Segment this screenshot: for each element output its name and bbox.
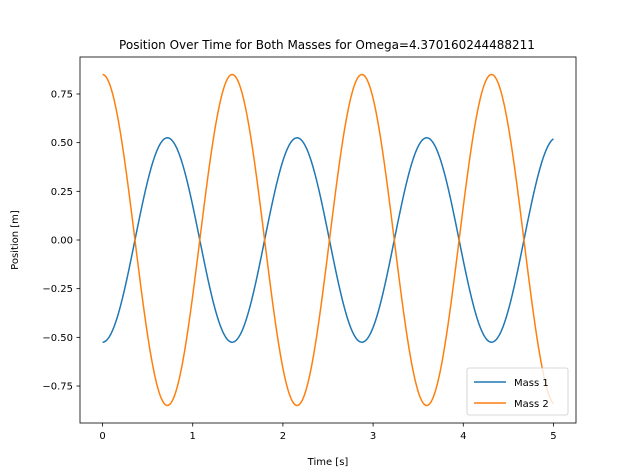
series-layer bbox=[102, 73, 555, 407]
y-tick-label: 0.00 bbox=[51, 236, 73, 247]
y-tick-label: −0.50 bbox=[42, 333, 73, 344]
series-line-mass-2 bbox=[102, 73, 555, 407]
plot-area: 0 1 2 3 4 5 −0.75 −0.50 −0.25 0.00 0.25 0.50 0.75 bbox=[42, 56, 577, 442]
y-tick-label: −0.25 bbox=[42, 284, 73, 295]
legend-label-mass-2: Mass 2 bbox=[514, 399, 549, 410]
chart-title: Position Over Time for Both Masses for O… bbox=[119, 38, 535, 52]
x-tick-label: 3 bbox=[370, 431, 376, 442]
y-tick-label: 0.25 bbox=[51, 187, 73, 198]
y-tick-label: 0.75 bbox=[51, 89, 73, 100]
x-tick-label: 5 bbox=[550, 431, 556, 442]
x-axis-label: Time [s] bbox=[307, 457, 349, 468]
series-line-mass-1 bbox=[102, 137, 554, 343]
x-tick-label: 1 bbox=[190, 431, 196, 442]
x-tick-label: 4 bbox=[460, 431, 466, 442]
legend: Mass 1 Mass 2 bbox=[466, 367, 569, 416]
x-axis-ticks: 0 1 2 3 4 5 bbox=[99, 423, 557, 442]
legend-label-mass-1: Mass 1 bbox=[514, 378, 549, 389]
y-axis-label: Position [m] bbox=[10, 210, 21, 270]
y-tick-label: 0.50 bbox=[51, 138, 73, 149]
y-tick-label: −0.75 bbox=[42, 382, 73, 393]
x-tick-label: 2 bbox=[280, 431, 286, 442]
y-axis-ticks: −0.75 −0.50 −0.25 0.00 0.25 0.50 0.75 bbox=[42, 89, 80, 393]
x-tick-label: 0 bbox=[99, 431, 105, 442]
